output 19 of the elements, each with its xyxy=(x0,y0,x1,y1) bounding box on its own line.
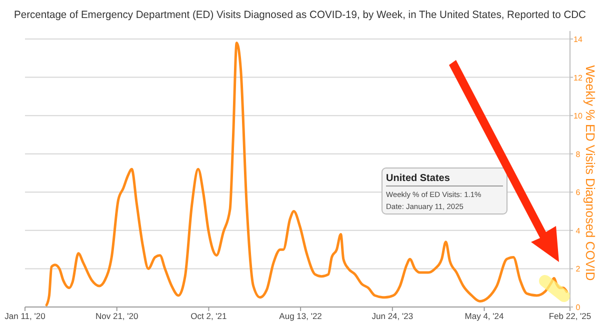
x-tick-label: Feb 22, '25 xyxy=(548,311,592,321)
x-tick-label: May 4, '24 xyxy=(464,311,504,321)
chart-title: Percentage of Emergency Department (ED) Visits Diagnosed as COVID-19, by Week, in The United States, Reported to CDC xyxy=(14,9,598,21)
y-tick-label: 12 xyxy=(574,73,583,82)
y-tick-label: 10 xyxy=(574,112,583,121)
x-tick-label: Nov 21, '20 xyxy=(95,311,138,321)
y-tick-label: 8 xyxy=(576,150,581,159)
y-axis-title: Weekly % ED Visits Diagnosed COVID xyxy=(583,65,597,281)
x-tick-label: Oct 2, '21 xyxy=(190,311,228,321)
y-tick-label: 2 xyxy=(576,264,581,274)
y-tick-label: 6 xyxy=(576,188,581,198)
y-tick-label: 14 xyxy=(574,35,583,44)
y-tick-label: 4 xyxy=(576,226,581,236)
line-series xyxy=(45,42,568,306)
annotation: United States xyxy=(386,173,450,184)
y-tick-label: 0 xyxy=(576,303,581,312)
x-tick-label: Jun 24, '23 xyxy=(372,311,414,321)
x-tick-label: Jan 11, '20 xyxy=(4,311,46,321)
x-tick-label: Aug 13, '22 xyxy=(279,311,322,321)
